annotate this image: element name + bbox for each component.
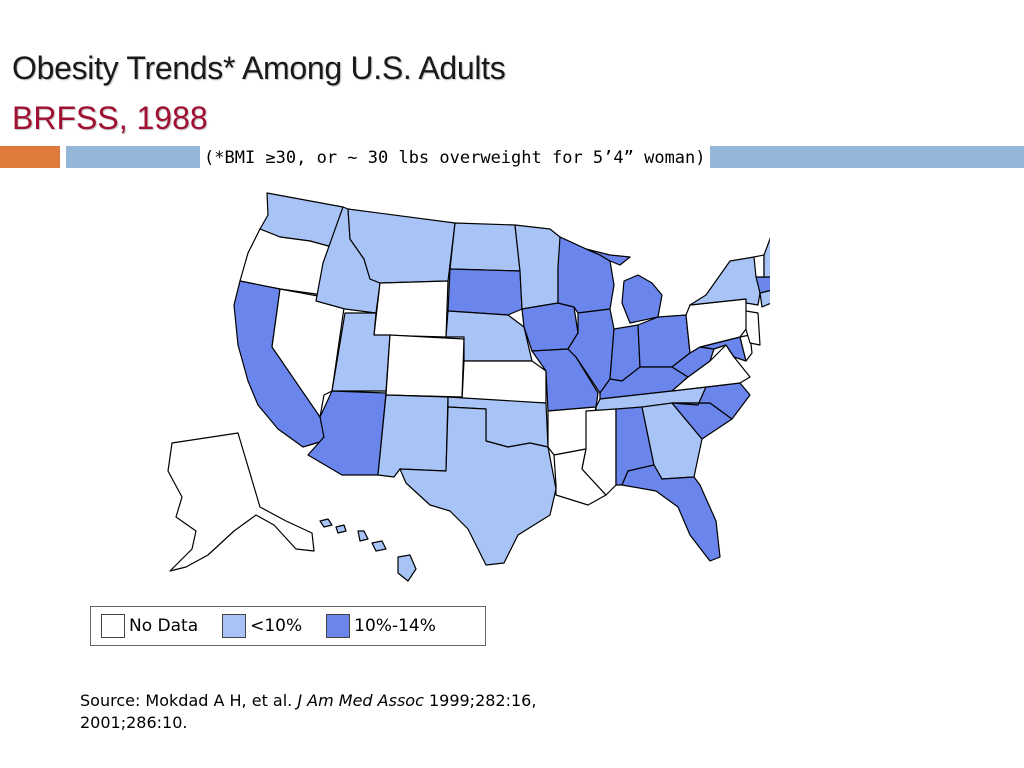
state-vt (753, 254, 765, 278)
state-va (671, 344, 751, 392)
slide-title: Obesity Trends* Among U.S. Adults (12, 50, 506, 86)
legend-swatch-10-14 (326, 614, 351, 638)
state-co (385, 334, 465, 398)
state-nd (449, 222, 521, 272)
state-mi (585, 248, 663, 324)
state-ia (521, 302, 579, 352)
slide-subtitle: BRFSS, 1988 (12, 100, 208, 136)
state-sd (447, 268, 523, 316)
legend-label-lt10: <10% (250, 616, 303, 636)
state-fl (621, 464, 721, 562)
source-citation: Source: Mokdad A H, et al. J Am Med Asso… (80, 690, 720, 734)
state-wy (373, 280, 449, 338)
state-ma (755, 276, 770, 294)
state-hi (319, 518, 417, 582)
legend-label-no-data: No Data (129, 616, 199, 636)
bmi-footnote: (*BMI ≥30, or ~ 30 lbs overweight for 5’… (200, 146, 710, 170)
legend-label-10-14: 10%-14% (354, 616, 436, 636)
state-ny (689, 256, 761, 306)
state-nh (763, 238, 770, 278)
legend-item-10-14: 10%-14% (326, 614, 436, 638)
source-line2: 2001;286:10. (80, 713, 188, 732)
us-obesity-map (167, 192, 770, 582)
accent-bar (0, 146, 60, 168)
legend-item-no-data: No Data (101, 614, 198, 638)
legend-item-lt10: <10% (222, 614, 302, 638)
source-journal: J Am Med Assoc (297, 691, 424, 710)
source-prefix: Source: Mokdad A H, et al. (80, 691, 298, 710)
state-ak (167, 432, 315, 572)
state-ct (759, 289, 770, 308)
state-wi (557, 236, 615, 314)
legend-swatch-no-data (101, 614, 125, 638)
map-legend: No Data <10% 10%-14% (90, 606, 486, 646)
state-ks (461, 360, 547, 404)
state-nm (377, 394, 449, 478)
legend-swatch-lt10 (222, 614, 247, 638)
source-suffix: 1999;282:16, (423, 691, 537, 710)
state-tx (399, 406, 557, 566)
